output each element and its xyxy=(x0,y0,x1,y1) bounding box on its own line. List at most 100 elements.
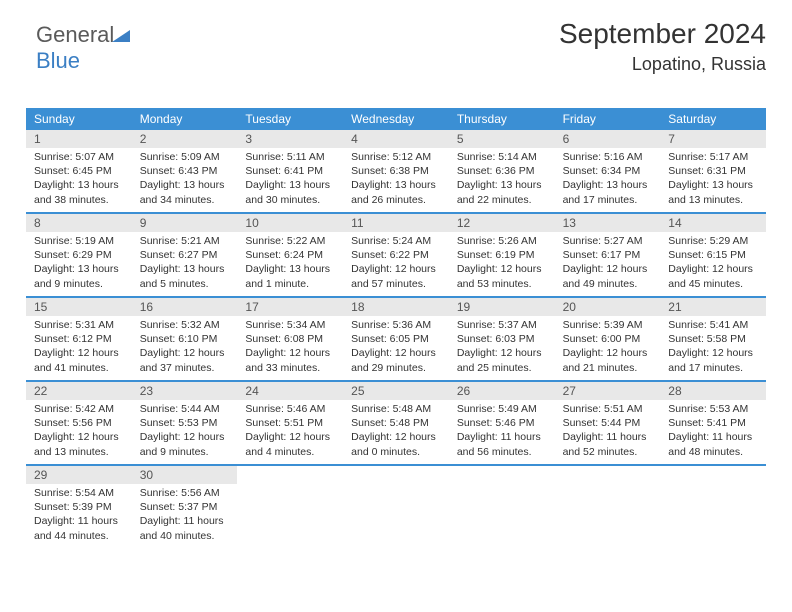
daylight-1: Daylight: 13 hours xyxy=(351,178,441,192)
header: September 2024 Lopatino, Russia xyxy=(559,18,766,75)
daylight-1: Daylight: 13 hours xyxy=(34,178,124,192)
day-number: 4 xyxy=(343,130,449,148)
daylight-2: and 37 minutes. xyxy=(140,361,230,375)
day-body: Sunrise: 5:22 AMSunset: 6:24 PMDaylight:… xyxy=(237,232,343,295)
day-number: 25 xyxy=(343,382,449,400)
sunrise: Sunrise: 5:37 AM xyxy=(457,318,547,332)
week-row: 29Sunrise: 5:54 AMSunset: 5:39 PMDayligh… xyxy=(26,466,766,548)
day-body: Sunrise: 5:16 AMSunset: 6:34 PMDaylight:… xyxy=(555,148,661,211)
sunset: Sunset: 5:46 PM xyxy=(457,416,547,430)
daylight-1: Daylight: 12 hours xyxy=(34,430,124,444)
daylight-2: and 56 minutes. xyxy=(457,445,547,459)
daylight-2: and 13 minutes. xyxy=(34,445,124,459)
day-cell: 26Sunrise: 5:49 AMSunset: 5:46 PMDayligh… xyxy=(449,382,555,464)
day-header-row: SundayMondayTuesdayWednesdayThursdayFrid… xyxy=(26,108,766,130)
daylight-1: Daylight: 12 hours xyxy=(140,430,230,444)
day-cell: 14Sunrise: 5:29 AMSunset: 6:15 PMDayligh… xyxy=(660,214,766,296)
day-number: 29 xyxy=(26,466,132,484)
logo-icon xyxy=(112,28,132,44)
daylight-1: Daylight: 12 hours xyxy=(34,346,124,360)
sunrise: Sunrise: 5:44 AM xyxy=(140,402,230,416)
day-number: 27 xyxy=(555,382,661,400)
day-body: Sunrise: 5:32 AMSunset: 6:10 PMDaylight:… xyxy=(132,316,238,379)
sunrise: Sunrise: 5:29 AM xyxy=(668,234,758,248)
daylight-2: and 41 minutes. xyxy=(34,361,124,375)
day-body: Sunrise: 5:31 AMSunset: 6:12 PMDaylight:… xyxy=(26,316,132,379)
day-cell: 1Sunrise: 5:07 AMSunset: 6:45 PMDaylight… xyxy=(26,130,132,212)
daylight-2: and 38 minutes. xyxy=(34,193,124,207)
day-cell: 10Sunrise: 5:22 AMSunset: 6:24 PMDayligh… xyxy=(237,214,343,296)
day-number: 15 xyxy=(26,298,132,316)
daylight-2: and 21 minutes. xyxy=(563,361,653,375)
sunrise: Sunrise: 5:36 AM xyxy=(351,318,441,332)
sunset: Sunset: 6:27 PM xyxy=(140,248,230,262)
daylight-1: Daylight: 12 hours xyxy=(351,346,441,360)
day-number: 24 xyxy=(237,382,343,400)
sunrise: Sunrise: 5:11 AM xyxy=(245,150,335,164)
sunset: Sunset: 6:17 PM xyxy=(563,248,653,262)
sunrise: Sunrise: 5:42 AM xyxy=(34,402,124,416)
day-header: Monday xyxy=(132,108,238,130)
sunset: Sunset: 6:24 PM xyxy=(245,248,335,262)
day-header: Saturday xyxy=(660,108,766,130)
day-body: Sunrise: 5:46 AMSunset: 5:51 PMDaylight:… xyxy=(237,400,343,463)
day-cell: 6Sunrise: 5:16 AMSunset: 6:34 PMDaylight… xyxy=(555,130,661,212)
day-cell: 22Sunrise: 5:42 AMSunset: 5:56 PMDayligh… xyxy=(26,382,132,464)
daylight-2: and 30 minutes. xyxy=(245,193,335,207)
sunset: Sunset: 6:31 PM xyxy=(668,164,758,178)
daylight-1: Daylight: 11 hours xyxy=(668,430,758,444)
daylight-1: Daylight: 13 hours xyxy=(563,178,653,192)
daylight-1: Daylight: 12 hours xyxy=(140,346,230,360)
day-number: 10 xyxy=(237,214,343,232)
day-cell: 24Sunrise: 5:46 AMSunset: 5:51 PMDayligh… xyxy=(237,382,343,464)
day-number: 28 xyxy=(660,382,766,400)
sunrise: Sunrise: 5:32 AM xyxy=(140,318,230,332)
daylight-1: Daylight: 12 hours xyxy=(563,346,653,360)
day-cell: 15Sunrise: 5:31 AMSunset: 6:12 PMDayligh… xyxy=(26,298,132,380)
sunrise: Sunrise: 5:07 AM xyxy=(34,150,124,164)
daylight-1: Daylight: 12 hours xyxy=(245,346,335,360)
day-body: Sunrise: 5:36 AMSunset: 6:05 PMDaylight:… xyxy=(343,316,449,379)
sunset: Sunset: 6:34 PM xyxy=(563,164,653,178)
sunset: Sunset: 6:38 PM xyxy=(351,164,441,178)
daylight-1: Daylight: 12 hours xyxy=(668,346,758,360)
day-body: Sunrise: 5:19 AMSunset: 6:29 PMDaylight:… xyxy=(26,232,132,295)
day-body: Sunrise: 5:27 AMSunset: 6:17 PMDaylight:… xyxy=(555,232,661,295)
daylight-2: and 5 minutes. xyxy=(140,277,230,291)
day-number: 8 xyxy=(26,214,132,232)
day-body: Sunrise: 5:53 AMSunset: 5:41 PMDaylight:… xyxy=(660,400,766,463)
sunrise: Sunrise: 5:56 AM xyxy=(140,486,230,500)
day-body: Sunrise: 5:48 AMSunset: 5:48 PMDaylight:… xyxy=(343,400,449,463)
day-cell: 19Sunrise: 5:37 AMSunset: 6:03 PMDayligh… xyxy=(449,298,555,380)
day-cell xyxy=(449,466,555,548)
sunrise: Sunrise: 5:19 AM xyxy=(34,234,124,248)
day-body: Sunrise: 5:44 AMSunset: 5:53 PMDaylight:… xyxy=(132,400,238,463)
day-header: Friday xyxy=(555,108,661,130)
sunset: Sunset: 6:00 PM xyxy=(563,332,653,346)
location: Lopatino, Russia xyxy=(559,54,766,75)
sunrise: Sunrise: 5:53 AM xyxy=(668,402,758,416)
day-body: Sunrise: 5:17 AMSunset: 6:31 PMDaylight:… xyxy=(660,148,766,211)
day-number: 19 xyxy=(449,298,555,316)
daylight-2: and 25 minutes. xyxy=(457,361,547,375)
weeks-container: 1Sunrise: 5:07 AMSunset: 6:45 PMDaylight… xyxy=(26,130,766,548)
sunset: Sunset: 6:05 PM xyxy=(351,332,441,346)
day-number: 11 xyxy=(343,214,449,232)
daylight-1: Daylight: 11 hours xyxy=(457,430,547,444)
day-header: Thursday xyxy=(449,108,555,130)
daylight-1: Daylight: 13 hours xyxy=(245,178,335,192)
day-cell: 16Sunrise: 5:32 AMSunset: 6:10 PMDayligh… xyxy=(132,298,238,380)
sunrise: Sunrise: 5:21 AM xyxy=(140,234,230,248)
sunrise: Sunrise: 5:46 AM xyxy=(245,402,335,416)
day-body: Sunrise: 5:39 AMSunset: 6:00 PMDaylight:… xyxy=(555,316,661,379)
logo-text-1: General xyxy=(36,22,114,47)
day-cell: 30Sunrise: 5:56 AMSunset: 5:37 PMDayligh… xyxy=(132,466,238,548)
day-number: 12 xyxy=(449,214,555,232)
daylight-2: and 44 minutes. xyxy=(34,529,124,543)
page-title: September 2024 xyxy=(559,18,766,50)
sunset: Sunset: 6:43 PM xyxy=(140,164,230,178)
day-number: 30 xyxy=(132,466,238,484)
sunset: Sunset: 6:08 PM xyxy=(245,332,335,346)
sunrise: Sunrise: 5:31 AM xyxy=(34,318,124,332)
sunset: Sunset: 6:29 PM xyxy=(34,248,124,262)
